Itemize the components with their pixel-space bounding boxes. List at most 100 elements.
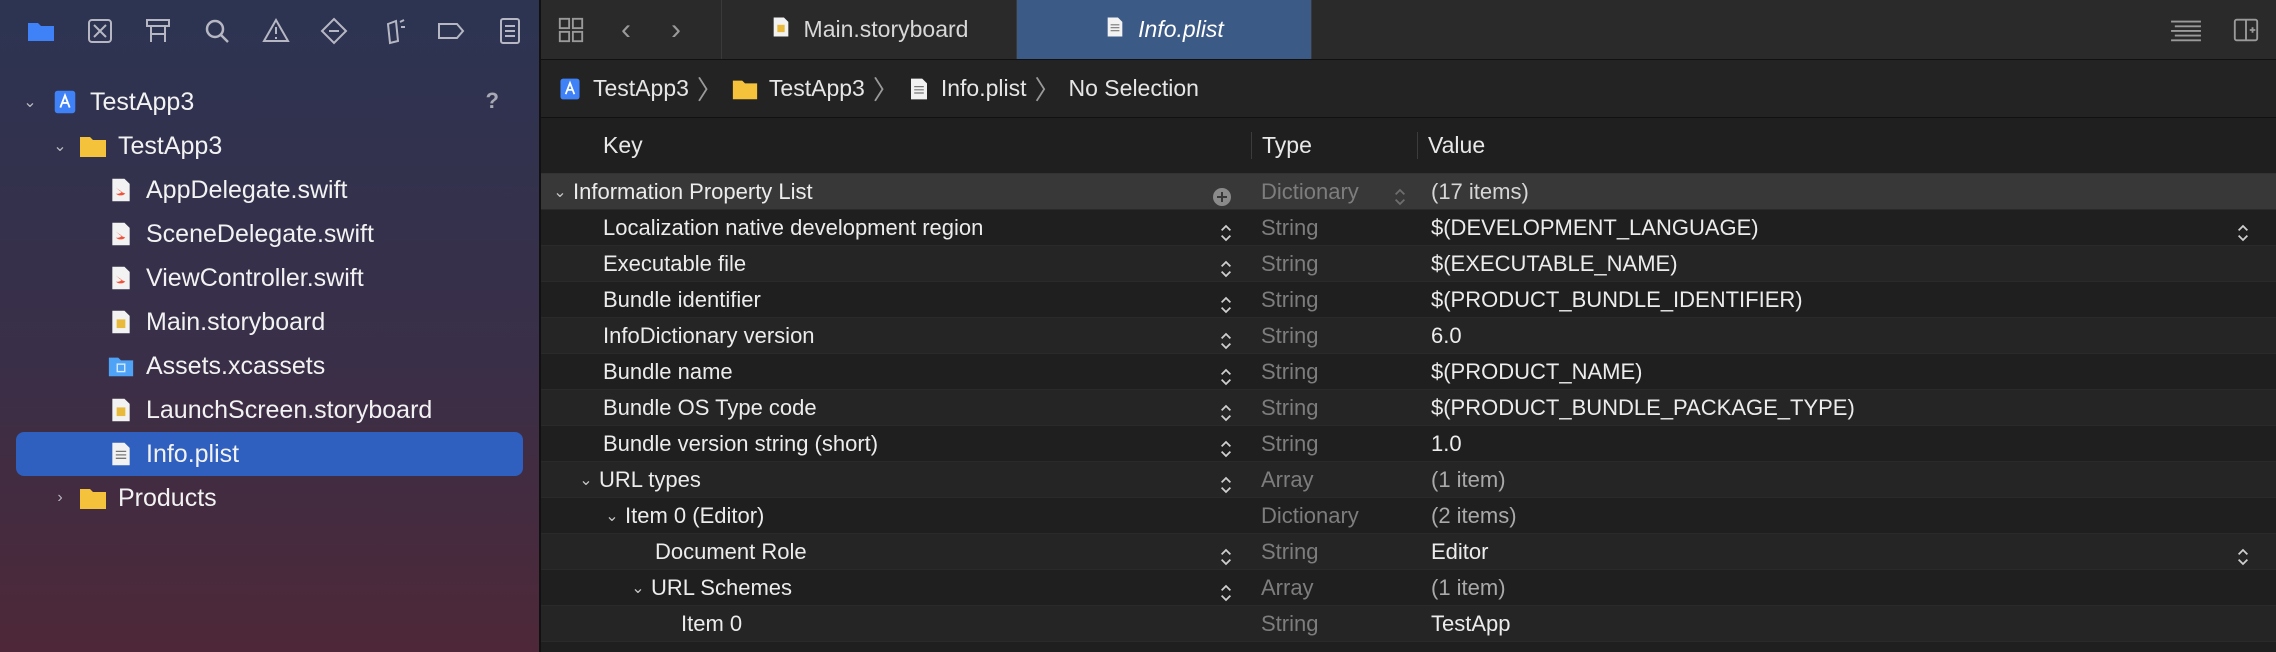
find-navigator-tab[interactable]: [188, 1, 247, 61]
editor-options-button[interactable]: [2156, 0, 2216, 59]
value-popup-icon[interactable]: [2236, 546, 2250, 574]
chevron-down-icon[interactable]: ⌄: [579, 471, 593, 489]
breadcrumb-group[interactable]: TestApp3: [731, 75, 865, 103]
table-row[interactable]: ⌄ URL types Array (1 item): [541, 462, 2276, 498]
key-popup-icon[interactable]: [1219, 402, 1233, 430]
table-row[interactable]: ⌄ URL Schemes Array (1 item): [541, 570, 2276, 606]
type-cell[interactable]: Array: [1261, 574, 1314, 600]
key-cell[interactable]: InfoDictionary version: [541, 323, 1251, 349]
type-cell[interactable]: String: [1261, 250, 1319, 276]
chevron-down-icon[interactable]: ⌄: [553, 183, 567, 201]
type-cell[interactable]: Dictionary: [1261, 502, 1359, 528]
test-navigator-tab[interactable]: [305, 1, 364, 61]
chevron-down-icon[interactable]: ⌄: [53, 138, 67, 155]
breadcrumb-project[interactable]: TestApp3: [557, 75, 689, 103]
add-editor-button[interactable]: [2216, 0, 2276, 59]
type-cell[interactable]: String: [1261, 394, 1319, 420]
value-cell[interactable]: $(PRODUCT_NAME): [1431, 358, 1643, 384]
value-cell[interactable]: TestApp: [1431, 610, 1511, 636]
add-row-icon[interactable]: [1211, 186, 1233, 214]
chevron-down-icon[interactable]: ⌄: [605, 507, 619, 525]
breadcrumb-file[interactable]: Info.plist: [907, 75, 1027, 103]
key-cell[interactable]: ⌄ Information Property List: [541, 179, 1251, 206]
tree-item-file[interactable]: Main.storyboard: [0, 300, 539, 344]
tree-item-file[interactable]: AppDelegate.swift: [0, 168, 539, 212]
value-cell[interactable]: Editor: [1417, 539, 2276, 565]
table-row[interactable]: Bundle name String $(PRODUCT_NAME): [541, 354, 2276, 390]
value-cell[interactable]: (2 items): [1431, 502, 1517, 528]
table-row[interactable]: Executable file String $(EXECUTABLE_NAME…: [541, 246, 2276, 282]
project-navigator-tab[interactable]: [12, 1, 71, 61]
type-cell[interactable]: Array: [1261, 466, 1314, 492]
type-column-header[interactable]: Type: [1251, 132, 1417, 159]
key-cell[interactable]: Bundle version string (short): [541, 431, 1251, 457]
tree-item-group[interactable]: ⌄ TestApp3: [0, 124, 539, 168]
key-popup-icon[interactable]: [1219, 294, 1233, 322]
key-cell[interactable]: Bundle OS Type code: [541, 395, 1251, 421]
type-cell[interactable]: String: [1261, 286, 1319, 312]
breakpoint-navigator-tab[interactable]: [422, 1, 481, 61]
tab-main-storyboard[interactable]: Main.storyboard: [721, 0, 1016, 59]
key-popup-icon[interactable]: [1219, 582, 1233, 610]
table-row[interactable]: Bundle version string (short) String 1.0: [541, 426, 2276, 462]
table-row[interactable]: Item 0 String TestApp: [541, 606, 2276, 642]
type-cell[interactable]: String: [1261, 358, 1319, 384]
value-cell[interactable]: (1 item): [1431, 466, 1506, 492]
table-row[interactable]: Localization native development region S…: [541, 210, 2276, 246]
symbol-navigator-tab[interactable]: [129, 1, 188, 61]
related-items-button[interactable]: [541, 0, 601, 59]
value-cell[interactable]: $(PRODUCT_BUNDLE_PACKAGE_TYPE): [1431, 394, 1855, 420]
table-row[interactable]: ⌄ Information Property List Dictionary (…: [541, 174, 2276, 210]
key-cell[interactable]: ⌄ URL Schemes: [541, 575, 1251, 601]
value-cell[interactable]: $(EXECUTABLE_NAME): [1431, 250, 1678, 276]
tree-item-group[interactable]: › Products: [0, 476, 539, 520]
tree-item-project[interactable]: ⌄ TestApp3 ?: [0, 80, 539, 124]
value-cell[interactable]: $(DEVELOPMENT_LANGUAGE): [1417, 215, 2276, 241]
type-popup-icon[interactable]: [1393, 186, 1407, 214]
value-cell[interactable]: 1.0: [1431, 430, 1462, 456]
chevron-down-icon[interactable]: ⌄: [631, 579, 645, 597]
key-popup-icon[interactable]: [1219, 474, 1233, 502]
key-popup-icon[interactable]: [1219, 258, 1233, 286]
value-popup-icon[interactable]: [2236, 222, 2250, 250]
value-cell[interactable]: $(PRODUCT_BUNDLE_IDENTIFIER): [1431, 286, 1803, 312]
tree-item-file[interactable]: ViewController.swift: [0, 256, 539, 300]
tree-item-file-selected[interactable]: Info.plist: [16, 432, 523, 476]
tree-item-file[interactable]: LaunchScreen.storyboard: [0, 388, 539, 432]
back-button[interactable]: ‹: [601, 0, 651, 59]
key-cell[interactable]: ⌄ URL types: [541, 467, 1251, 493]
report-navigator-tab[interactable]: [481, 1, 540, 61]
tab-info-plist[interactable]: Info.plist: [1016, 0, 1311, 59]
table-row[interactable]: Bundle identifier String $(PRODUCT_BUNDL…: [541, 282, 2276, 318]
value-cell[interactable]: (17 items): [1431, 178, 1529, 204]
table-row[interactable]: InfoDictionary version String 6.0: [541, 318, 2276, 354]
debug-navigator-tab[interactable]: [363, 1, 422, 61]
key-cell[interactable]: Executable file: [541, 251, 1251, 277]
tree-item-file[interactable]: Assets.xcassets: [0, 344, 539, 388]
forward-button[interactable]: ›: [651, 0, 701, 59]
type-cell[interactable]: String: [1261, 538, 1319, 564]
issue-navigator-tab[interactable]: [246, 1, 305, 61]
help-icon[interactable]: ?: [485, 88, 499, 113]
key-cell[interactable]: Bundle name: [541, 359, 1251, 385]
type-cell[interactable]: String: [1261, 430, 1319, 456]
type-cell[interactable]: String: [1261, 214, 1319, 240]
key-cell[interactable]: Document Role: [541, 539, 1251, 565]
key-cell[interactable]: Item 0: [541, 611, 1251, 637]
key-cell[interactable]: ⌄ Item 0 (Editor): [541, 503, 1251, 529]
chevron-right-icon[interactable]: ›: [57, 489, 63, 506]
value-cell[interactable]: 6.0: [1431, 322, 1462, 348]
key-popup-icon[interactable]: [1219, 330, 1233, 358]
table-row[interactable]: Document Role String Editor: [541, 534, 2276, 570]
key-popup-icon[interactable]: [1219, 546, 1233, 574]
value-cell[interactable]: (1 item): [1431, 574, 1506, 600]
table-row[interactable]: ⌄ Item 0 (Editor) Dictionary (2 items): [541, 498, 2276, 534]
key-popup-icon[interactable]: [1219, 438, 1233, 466]
source-control-navigator-tab[interactable]: [71, 1, 130, 61]
type-cell[interactable]: String: [1261, 610, 1319, 636]
breadcrumb-selection[interactable]: No Selection: [1069, 75, 1199, 102]
chevron-down-icon[interactable]: ⌄: [23, 94, 37, 111]
value-column-header[interactable]: Value: [1417, 132, 2276, 159]
key-popup-icon[interactable]: [1219, 366, 1233, 394]
key-cell[interactable]: Localization native development region: [541, 215, 1251, 241]
